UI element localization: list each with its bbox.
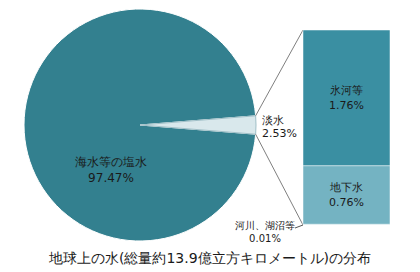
svg-text:0.01%: 0.01% — [249, 233, 281, 244]
svg-text:97.47%: 97.47% — [88, 171, 134, 185]
svg-text:2.53%: 2.53% — [262, 127, 297, 140]
svg-text:海水等の塩水: 海水等の塩水 — [75, 155, 147, 169]
svg-text:淡水: 淡水 — [262, 114, 284, 127]
svg-text:河川、湖沼等: 河川、湖沼等 — [235, 220, 295, 231]
svg-text:1.76%: 1.76% — [329, 99, 364, 112]
html-text:地球上の水(総量約13.9億立方キロメートル)の分布: 地球上の水(総量約13.9億立方キロメートル)の分布 — [48, 250, 371, 266]
svg-text:0.76%: 0.76% — [329, 196, 364, 209]
svg-text:氷河等: 氷河等 — [330, 84, 363, 97]
svg-text:地下水: 地下水 — [329, 181, 363, 194]
